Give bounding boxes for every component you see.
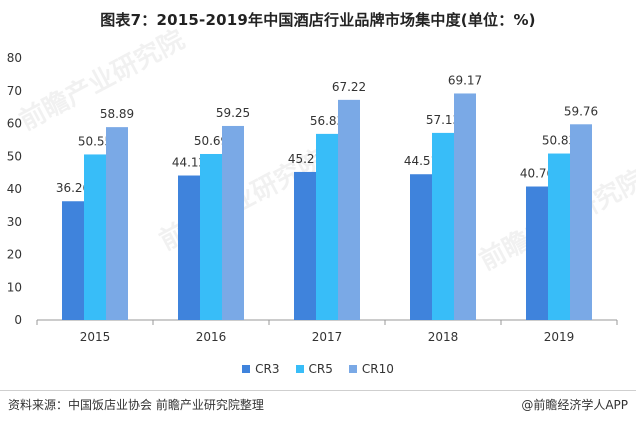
data-label: 67.22	[332, 80, 366, 94]
footer-divider	[0, 390, 636, 391]
data-label: 69.17	[448, 73, 482, 87]
bar-cr10	[222, 125, 244, 320]
data-label: 40.76	[520, 167, 554, 181]
x-tick-label: 2017	[312, 330, 343, 344]
bar-cr10	[454, 93, 476, 320]
data-label: 50.55	[78, 134, 112, 148]
legend: CR3 CR5 CR10	[0, 362, 636, 376]
y-tick-label: 30	[7, 215, 22, 229]
legend-item-cr10: CR10	[348, 362, 394, 376]
y-tick-label: 50	[7, 149, 22, 163]
data-label: 56.83	[310, 114, 344, 128]
data-label: 50.83	[542, 134, 576, 148]
bar-cr5	[316, 133, 338, 320]
data-label: 36.26	[56, 181, 90, 195]
chart-title: 图表7：2015-2019年中国酒店行业品牌市场集中度(单位：%)	[100, 11, 536, 29]
legend-swatch-cr10	[348, 365, 357, 373]
x-tick-label: 2018	[428, 330, 459, 344]
x-tick-label: 2019	[544, 330, 575, 344]
y-tick-label: 10	[7, 280, 22, 294]
source-note: 资料来源：中国饭店业协会 前瞻产业研究院整理	[8, 398, 264, 412]
y-tick-label: 40	[7, 182, 22, 196]
bar-cr10	[338, 99, 360, 321]
bar-cr3	[62, 201, 84, 320]
bar-cr3	[410, 174, 432, 320]
data-label: 50.69	[194, 134, 228, 148]
legend-swatch-cr3	[242, 365, 251, 373]
bar-cr10	[106, 127, 128, 320]
data-label: 44.51	[404, 154, 438, 168]
legend-swatch-cr5	[295, 365, 304, 373]
y-tick-label: 80	[7, 51, 22, 65]
bar-cr5	[84, 154, 106, 320]
bar-cr3	[526, 186, 548, 320]
bar-cr5	[200, 153, 222, 320]
y-tick-label: 20	[7, 248, 22, 262]
data-label: 59.25	[216, 106, 250, 120]
y-tick-label: 60	[7, 117, 22, 131]
data-label: 58.89	[100, 107, 134, 121]
legend-label-cr5: CR5	[308, 362, 333, 376]
legend-label-cr10: CR10	[361, 362, 394, 376]
bar-cr10	[570, 124, 592, 320]
data-label: 59.76	[564, 104, 598, 118]
y-tick-label: 70	[7, 84, 22, 98]
y-tick-label: 0	[14, 313, 22, 327]
legend-item-cr3: CR3	[242, 362, 280, 376]
legend-label-cr3: CR3	[255, 362, 280, 376]
bar-cr5	[432, 132, 454, 320]
x-tick-label: 2016	[196, 330, 227, 344]
bar-cr3	[178, 175, 200, 320]
x-tick-label: 2015	[80, 330, 111, 344]
data-label: 45.21	[288, 152, 322, 166]
legend-item-cr5: CR5	[295, 362, 333, 376]
brand-credit: @前瞻经济学人APP	[521, 398, 628, 412]
bar-cr5	[548, 153, 570, 320]
data-label: 44.12	[172, 156, 206, 170]
bar-cr3	[294, 171, 316, 320]
data-label: 57.13	[426, 113, 460, 127]
